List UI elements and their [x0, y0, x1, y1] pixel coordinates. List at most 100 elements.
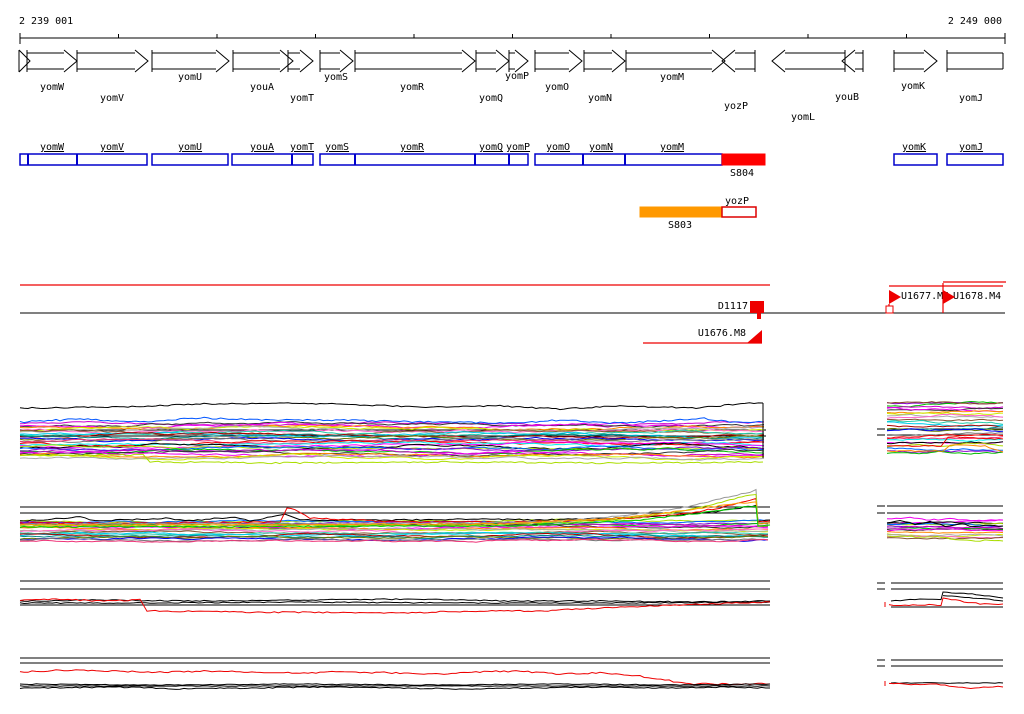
expression-series: [886, 438, 1004, 442]
gene-arrow-yomR[interactable]: [354, 49, 476, 73]
cds-yozp-box[interactable]: [721, 206, 757, 218]
marker-u1677-flag[interactable]: [889, 290, 901, 304]
gene-arrow-yomL[interactable]: [771, 49, 846, 73]
gene-arrow-partial[interactable]: [18, 49, 31, 73]
marker-d1117-square[interactable]: [750, 301, 764, 313]
gene-arrow-yomQ[interactable]: [475, 49, 510, 73]
expression-series: [19, 601, 771, 605]
gene-box-label-youA[interactable]: youA: [249, 142, 275, 153]
expression-series: [890, 682, 1004, 684]
gene-box-label-yomJ[interactable]: yomJ: [958, 142, 984, 153]
expression-series: [19, 535, 769, 540]
expression-series: [19, 685, 771, 687]
gene-box-label-yomS[interactable]: yomS: [324, 142, 350, 153]
marker-u1676-label: U1676.M8: [697, 328, 746, 339]
expression-series: [886, 433, 1004, 440]
expression-series: [19, 420, 765, 428]
expression-series: [886, 424, 1004, 428]
expression-series: [19, 669, 771, 686]
gene-arrow-yozP[interactable]: [721, 49, 756, 73]
gene-arrow-label-youA: youA: [249, 82, 275, 93]
expression-series: [19, 421, 765, 429]
marker-u1677-label: U1677.M6: [901, 291, 950, 302]
expression-series: [886, 410, 1004, 414]
segment-s804-box[interactable]: [721, 153, 766, 166]
expression-series: [19, 454, 765, 461]
expression-series: [886, 419, 1004, 425]
gene-arrow-yomM[interactable]: [625, 49, 726, 73]
gene-arrow-yomT[interactable]: [287, 49, 314, 73]
expression-series: [887, 436, 1004, 447]
expression-series: [886, 444, 1004, 453]
gene-box-label-yomQ[interactable]: yomQ: [478, 142, 504, 153]
gene-box-label-yomR[interactable]: yomR: [399, 142, 425, 153]
expression-series: [19, 497, 771, 525]
gene-arrow-label-yomL: yomL: [790, 112, 816, 123]
expression-series: [886, 447, 1004, 452]
gene-box[interactable]: [319, 153, 529, 166]
ruler-start-coordinate: 2 239 001: [19, 16, 74, 27]
gene-arrow-yomV[interactable]: [76, 49, 149, 73]
marker-u1678-label: U1678.M4: [953, 291, 1002, 302]
gene-box-label-yomV[interactable]: yomV: [99, 142, 125, 153]
expression-series: [886, 536, 1004, 540]
gene-box-label-yomO[interactable]: yomO: [545, 142, 571, 153]
gene-arrow-yomS[interactable]: [319, 49, 354, 73]
gene-box-label-yomU[interactable]: yomU: [177, 142, 203, 153]
gene-box[interactable]: [19, 153, 148, 166]
expression-series: [886, 436, 1004, 440]
expression-series: [886, 401, 1004, 405]
gene-box-label-yomT[interactable]: yomT: [289, 142, 315, 153]
cds-yozp-label: yozP: [724, 196, 750, 207]
gene-arrow-yomU[interactable]: [151, 49, 230, 73]
marker-d1117-tail: [757, 313, 761, 319]
gene-box[interactable]: [946, 153, 1004, 166]
gene-box[interactable]: [151, 153, 229, 166]
segment-s803-box[interactable]: [639, 206, 723, 218]
gene-arrow-yomK[interactable]: [893, 49, 938, 73]
expression-series: [886, 522, 1004, 526]
gene-arrow-yomP[interactable]: [508, 49, 529, 73]
marker-u1676-flag[interactable]: [747, 330, 762, 343]
gene-box-label-yomK[interactable]: yomK: [901, 142, 927, 153]
gene-box[interactable]: [534, 153, 723, 166]
gene-arrow-yomN[interactable]: [583, 49, 626, 73]
expression-series: [19, 402, 764, 411]
gene-box[interactable]: [893, 153, 938, 166]
expression-series: [886, 413, 1004, 418]
segment-s804-label: S804: [729, 168, 755, 179]
gene-box-label-yomW[interactable]: yomW: [39, 142, 65, 153]
gene-arrow-label-yomT: yomT: [289, 93, 315, 104]
gene-arrow-label-yomW: yomW: [39, 82, 65, 93]
expression-series: [19, 528, 769, 535]
expression-series: [19, 532, 769, 539]
expression-series: [886, 525, 1004, 530]
gene-arrow-label-yomJ: yomJ: [958, 93, 984, 104]
expression-series: [19, 501, 771, 526]
gene-arrow-yomW[interactable]: [26, 49, 78, 73]
gene-box[interactable]: [231, 153, 314, 166]
expression-series: [886, 428, 1004, 433]
gene-arrow-label-yomN: yomN: [587, 93, 613, 104]
expression-series: [890, 591, 1004, 602]
segment-s803-label: S803: [667, 220, 693, 231]
gene-arrow-label-yomO: yomO: [544, 82, 570, 93]
expression-series: [886, 528, 1004, 532]
expression-series: [19, 442, 765, 450]
expression-series: [886, 412, 1004, 416]
gene-box-label-yomM[interactable]: yomM: [659, 142, 685, 153]
marker-u1678-flag[interactable]: [943, 290, 955, 304]
gene-box-label-yomP[interactable]: yomP: [505, 142, 531, 153]
gene-arrow-yomO[interactable]: [534, 49, 583, 73]
gene-arrow-label-yomQ: yomQ: [478, 93, 504, 104]
gene-arrow-label-yozP: yozP: [723, 101, 749, 112]
gene-arrow-youA[interactable]: [232, 49, 294, 73]
gene-box-label-yomN[interactable]: yomN: [588, 142, 614, 153]
gene-arrow-label-yomR: yomR: [399, 82, 425, 93]
expression-series: [19, 598, 771, 614]
expression-series: [886, 442, 1004, 448]
gene-arrow-youB[interactable]: [841, 49, 864, 73]
expression-series: [886, 528, 1003, 532]
ruler-end-coordinate: 2 249 000: [947, 16, 1002, 27]
gene-arrow-yomJ[interactable]: [946, 50, 1004, 72]
